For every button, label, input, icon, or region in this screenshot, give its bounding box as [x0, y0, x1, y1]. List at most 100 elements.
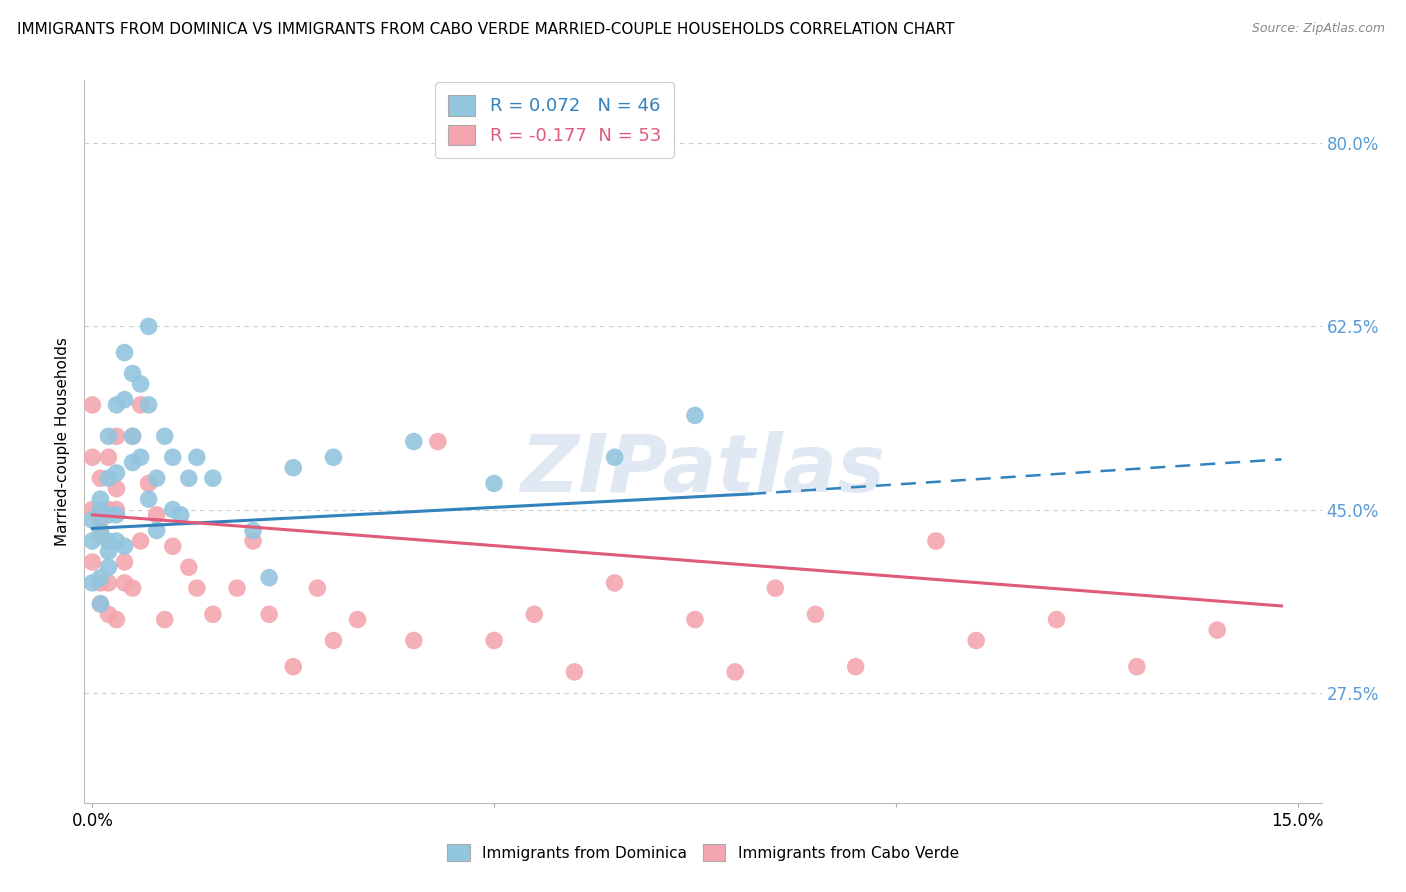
- Point: [129, 450, 152, 465]
- Point: [121, 429, 143, 443]
- Point: [170, 508, 193, 522]
- Point: [138, 492, 160, 507]
- Point: [925, 534, 948, 549]
- Point: [97, 429, 120, 443]
- Point: [114, 555, 136, 569]
- Point: [114, 345, 136, 359]
- Legend: Immigrants from Dominica, Immigrants from Cabo Verde: Immigrants from Dominica, Immigrants fro…: [441, 838, 965, 867]
- Point: [105, 398, 128, 412]
- Point: [89, 492, 111, 507]
- Point: [307, 581, 329, 595]
- Point: [226, 581, 249, 595]
- Point: [283, 460, 305, 475]
- Point: [89, 597, 111, 611]
- Point: [97, 508, 120, 522]
- Point: [89, 571, 111, 585]
- Point: [82, 575, 104, 590]
- Point: [1045, 613, 1067, 627]
- Point: [105, 502, 128, 516]
- Point: [523, 607, 546, 622]
- Point: [121, 455, 143, 469]
- Point: [482, 633, 505, 648]
- Point: [242, 524, 264, 538]
- Point: [105, 482, 128, 496]
- Point: [186, 450, 208, 465]
- Point: [603, 450, 626, 465]
- Point: [186, 581, 208, 595]
- Point: [89, 471, 111, 485]
- Point: [97, 575, 120, 590]
- Point: [145, 471, 167, 485]
- Point: [257, 571, 280, 585]
- Point: [153, 429, 176, 443]
- Point: [97, 471, 120, 485]
- Point: [1206, 623, 1229, 637]
- Point: [121, 367, 143, 381]
- Point: [257, 607, 280, 622]
- Point: [97, 560, 120, 574]
- Point: [283, 659, 305, 673]
- Point: [145, 508, 167, 522]
- Point: [138, 476, 160, 491]
- Point: [201, 607, 224, 622]
- Point: [965, 633, 987, 648]
- Point: [114, 575, 136, 590]
- Point: [763, 581, 786, 595]
- Y-axis label: Married-couple Households: Married-couple Households: [55, 337, 70, 546]
- Point: [683, 613, 706, 627]
- Point: [402, 434, 425, 449]
- Point: [564, 665, 586, 679]
- Point: [97, 450, 120, 465]
- Text: IMMIGRANTS FROM DOMINICA VS IMMIGRANTS FROM CABO VERDE MARRIED-COUPLE HOUSEHOLDS: IMMIGRANTS FROM DOMINICA VS IMMIGRANTS F…: [17, 22, 955, 37]
- Point: [845, 659, 868, 673]
- Point: [89, 502, 111, 516]
- Point: [162, 502, 184, 516]
- Point: [82, 513, 104, 527]
- Point: [121, 429, 143, 443]
- Point: [89, 524, 111, 538]
- Point: [153, 613, 176, 627]
- Point: [129, 534, 152, 549]
- Point: [129, 398, 152, 412]
- Point: [82, 534, 104, 549]
- Point: [105, 508, 128, 522]
- Point: [89, 529, 111, 543]
- Point: [1126, 659, 1149, 673]
- Point: [82, 450, 104, 465]
- Point: [129, 376, 152, 391]
- Point: [242, 534, 264, 549]
- Point: [105, 429, 128, 443]
- Point: [82, 502, 104, 516]
- Point: [201, 471, 224, 485]
- Point: [89, 575, 111, 590]
- Point: [177, 560, 200, 574]
- Point: [105, 466, 128, 480]
- Point: [162, 450, 184, 465]
- Point: [82, 555, 104, 569]
- Point: [482, 476, 505, 491]
- Point: [177, 471, 200, 485]
- Point: [402, 633, 425, 648]
- Point: [138, 319, 160, 334]
- Point: [145, 524, 167, 538]
- Text: ZIPatlas: ZIPatlas: [520, 432, 886, 509]
- Point: [105, 613, 128, 627]
- Point: [426, 434, 449, 449]
- Point: [97, 534, 120, 549]
- Point: [138, 398, 160, 412]
- Point: [97, 544, 120, 558]
- Point: [683, 409, 706, 423]
- Point: [724, 665, 747, 679]
- Text: Source: ZipAtlas.com: Source: ZipAtlas.com: [1251, 22, 1385, 36]
- Point: [804, 607, 827, 622]
- Point: [162, 539, 184, 553]
- Point: [346, 613, 368, 627]
- Point: [121, 581, 143, 595]
- Point: [97, 607, 120, 622]
- Point: [89, 597, 111, 611]
- Point: [114, 392, 136, 407]
- Point: [603, 575, 626, 590]
- Point: [322, 450, 344, 465]
- Point: [97, 502, 120, 516]
- Point: [322, 633, 344, 648]
